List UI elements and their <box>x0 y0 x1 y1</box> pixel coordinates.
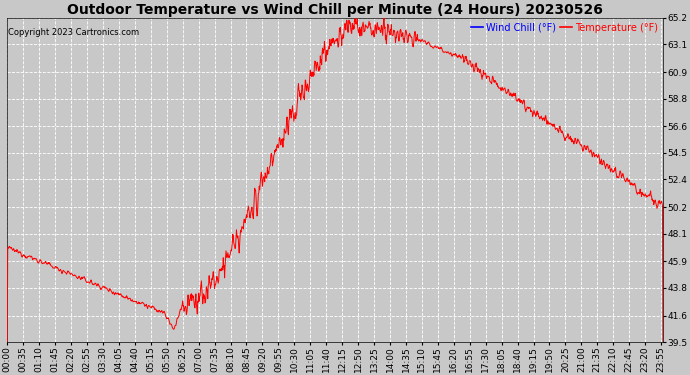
Title: Outdoor Temperature vs Wind Chill per Minute (24 Hours) 20230526: Outdoor Temperature vs Wind Chill per Mi… <box>67 3 603 17</box>
Text: Copyright 2023 Cartronics.com: Copyright 2023 Cartronics.com <box>8 28 139 37</box>
Legend: Wind Chill (°F), Temperature (°F): Wind Chill (°F), Temperature (°F) <box>471 23 658 33</box>
